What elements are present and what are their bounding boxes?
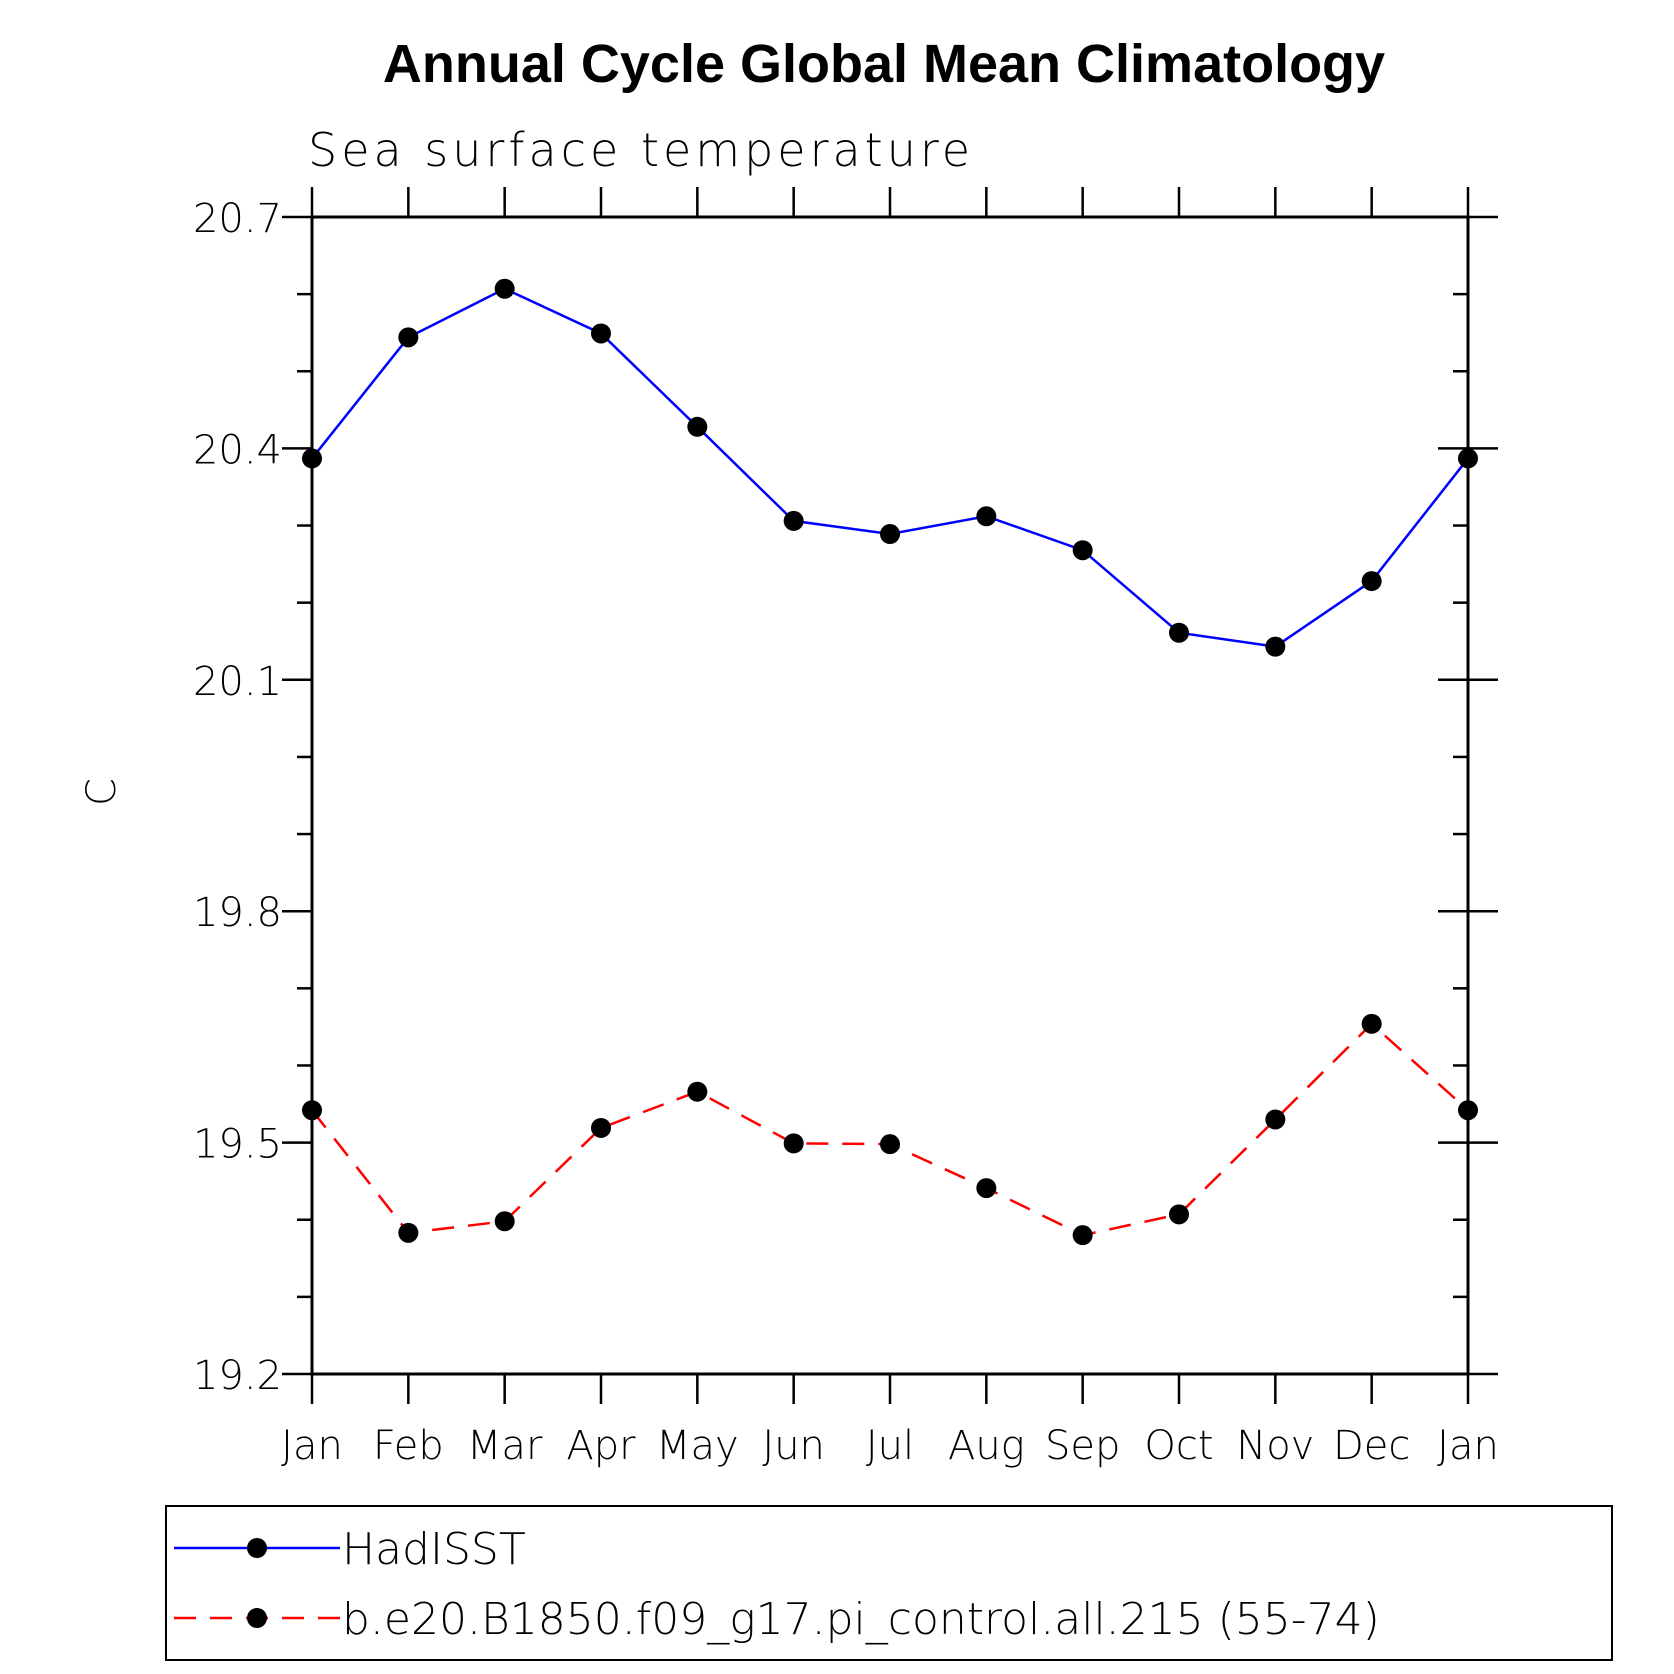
legend-label-model: b.e20.B1850.f09_g17.pi_control.all.215 (… bbox=[342, 1594, 1380, 1645]
series-0-point bbox=[591, 323, 611, 344]
series-0-point bbox=[783, 510, 804, 531]
series-0-point bbox=[976, 506, 997, 527]
x-tick-label: Jun bbox=[762, 1423, 825, 1469]
x-tick-label: Dec bbox=[1333, 1423, 1410, 1469]
series-0-point bbox=[1072, 540, 1093, 561]
series-1-point bbox=[1072, 1225, 1093, 1246]
x-tick-label: Feb bbox=[373, 1423, 444, 1469]
x-tick-label: Sep bbox=[1045, 1423, 1120, 1469]
series-0-point bbox=[687, 416, 708, 437]
legend: HadISST b.e20.B1850.f09_g17.pi_control.a… bbox=[165, 1505, 1613, 1661]
x-tick-label: May bbox=[656, 1423, 739, 1469]
series-1-point bbox=[687, 1081, 708, 1102]
x-tick-label: Aug bbox=[948, 1423, 1025, 1469]
y-tick-label: 19.2 bbox=[193, 1353, 282, 1399]
series-line-0 bbox=[311, 287, 1469, 648]
series-1-point bbox=[1169, 1204, 1189, 1225]
x-axis-ticks: Jan Feb Mar Apr May Jun Jul Aug Sep Oct Nov Dec Jan bbox=[281, 187, 1499, 1469]
series-1-point bbox=[302, 1100, 322, 1121]
series-1-point bbox=[398, 1222, 419, 1243]
series-line-1 bbox=[311, 1022, 1469, 1237]
series-1-point bbox=[591, 1117, 611, 1138]
series-0-point bbox=[1265, 636, 1286, 657]
series-1-point bbox=[1458, 1100, 1478, 1121]
series-1-point bbox=[1265, 1109, 1286, 1130]
plot-frame bbox=[310, 215, 1470, 1376]
x-tick-label: Apr bbox=[566, 1423, 636, 1469]
chart-subtitle: Sea surface temperature bbox=[308, 123, 974, 177]
x-tick-label: Mar bbox=[467, 1423, 543, 1469]
x-tick-label: Oct bbox=[1144, 1423, 1213, 1469]
series-0-point bbox=[1458, 448, 1478, 469]
y-tick-label: 20.7 bbox=[193, 196, 282, 242]
y-axis-ticks: 20.7 20.4 20.1 19.8 19.5 19.2 bbox=[193, 196, 1498, 1399]
y-tick-label: 20.4 bbox=[193, 427, 282, 473]
x-tick-label: Jan bbox=[1437, 1423, 1499, 1469]
series-1-point bbox=[783, 1133, 804, 1154]
series-1-point bbox=[494, 1211, 515, 1232]
chart-title: Annual Cycle Global Mean Climatology bbox=[383, 34, 1385, 94]
x-tick-label: Jul bbox=[866, 1423, 914, 1469]
series-0-point bbox=[1361, 571, 1382, 592]
legend-marker-model bbox=[247, 1608, 267, 1628]
y-tick-label: 19.5 bbox=[193, 1122, 282, 1168]
series-1-point bbox=[1361, 1013, 1382, 1034]
legend-marker-hadisst bbox=[247, 1538, 267, 1558]
series-0-point bbox=[494, 278, 515, 299]
series-0-point bbox=[880, 524, 900, 545]
x-tick-label: Jan bbox=[281, 1423, 343, 1469]
y-axis-label: C bbox=[79, 778, 125, 806]
series-0-point bbox=[302, 448, 322, 469]
legend-box bbox=[165, 1505, 1613, 1661]
series-1-point bbox=[976, 1178, 997, 1199]
legend-label-hadisst: HadISST bbox=[342, 1524, 526, 1575]
series-0-point bbox=[398, 327, 419, 348]
series-layer bbox=[302, 278, 1478, 1246]
series-1-point bbox=[880, 1134, 900, 1155]
y-tick-label: 19.8 bbox=[193, 890, 282, 936]
series-0-point bbox=[1169, 622, 1189, 643]
x-tick-label: Nov bbox=[1236, 1423, 1314, 1469]
y-tick-label: 20.1 bbox=[193, 659, 282, 705]
